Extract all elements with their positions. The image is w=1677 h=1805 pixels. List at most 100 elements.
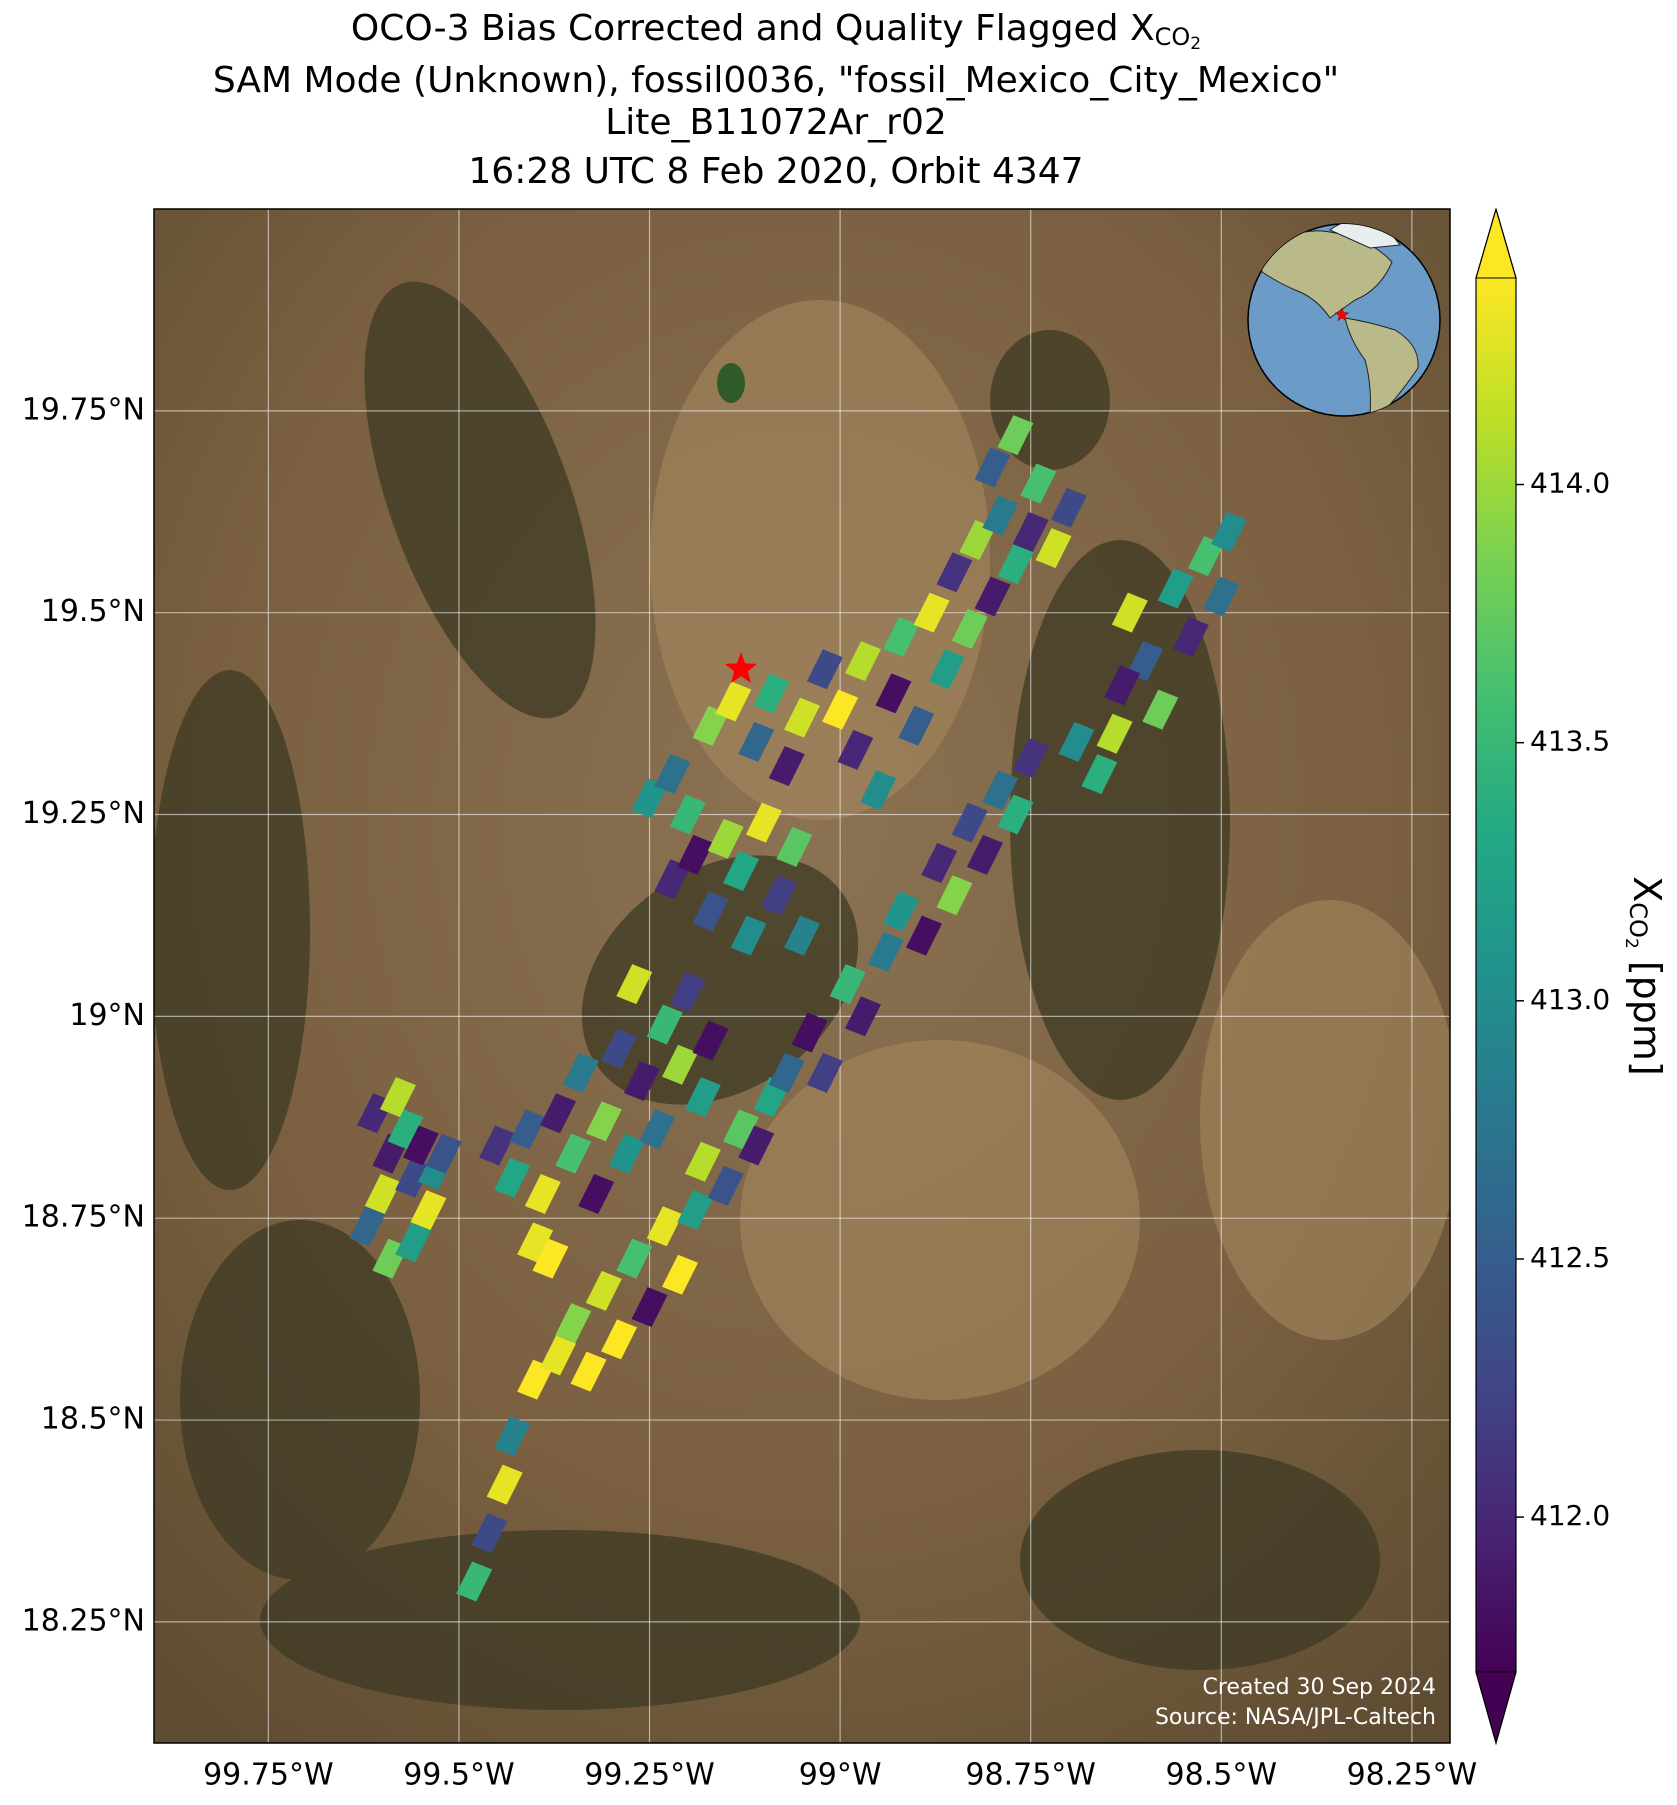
sounding: [1096, 713, 1133, 754]
x-tick-label: 98.75°W: [965, 1758, 1096, 1793]
sounding: [936, 875, 973, 916]
sounding: [402, 1125, 439, 1166]
sounding: [974, 447, 1011, 488]
sounding: [707, 1165, 744, 1206]
sounding: [738, 721, 775, 762]
y-tick-label: 18.25°N: [22, 1603, 145, 1638]
sounding: [715, 681, 752, 722]
sounding: [806, 649, 843, 690]
x-tick-label: 98.5°W: [1166, 1758, 1277, 1793]
sounding: [829, 964, 866, 1005]
sounding: [532, 1238, 569, 1279]
title-line: SAM Mode (Unknown), fossil0036, "fossil_…: [213, 60, 1339, 101]
sounding: [905, 915, 942, 956]
colorbar: 412.0 412.5 413.0 413.5 414.0: [1475, 207, 1610, 1746]
sounding: [822, 689, 859, 730]
x-tick-label: 99.25°W: [584, 1758, 715, 1793]
sounding: [753, 673, 790, 714]
colorbar-tick-label: 412.0: [1530, 1499, 1610, 1532]
sounding: [555, 1133, 592, 1174]
sounding: [486, 1464, 523, 1505]
sounding: [898, 705, 935, 746]
sounding: [707, 818, 744, 859]
sounding: [951, 802, 988, 843]
sounding: [692, 1020, 729, 1061]
sounding: [479, 1125, 516, 1166]
sounding: [974, 576, 1011, 617]
sounding: [654, 754, 691, 795]
sounding: [425, 1133, 462, 1174]
globe-inset: [1247, 223, 1441, 417]
sounding: [883, 891, 920, 932]
sounding: [1012, 738, 1049, 779]
sounding: [883, 616, 920, 657]
title-text: OCO-3 Bias Corrected and Quality Flagged…: [351, 8, 1155, 49]
sounding: [997, 415, 1034, 456]
sounding: [684, 1077, 721, 1118]
sounding: [1127, 641, 1164, 682]
y-tick-label: 19.25°N: [22, 796, 145, 831]
sounding: [730, 915, 767, 956]
sounding: [1210, 511, 1247, 552]
x-tick-label: 99.75°W: [203, 1758, 334, 1793]
credit: Source: NASA/JPL-Caltech: [1155, 1705, 1436, 1730]
globe-land: [1261, 224, 1419, 416]
y-tick-label: 19°N: [69, 998, 145, 1033]
sounding: [540, 1335, 577, 1376]
title-line: Lite_B11072Ar_r02: [605, 102, 947, 143]
sounding: [555, 1303, 592, 1344]
lake: [717, 363, 745, 403]
sounding: [768, 1052, 805, 1093]
colorbar-extend-min: [1475, 1671, 1517, 1745]
sounding: [1111, 592, 1148, 633]
sounding: [959, 520, 996, 561]
sounding: [562, 1052, 599, 1093]
colorbar-tick-label: 413.5: [1530, 725, 1610, 758]
sounding: [997, 794, 1034, 835]
colorbar-label-subscript: CO: [1624, 902, 1652, 938]
title-line: OCO-3 Bias Corrected and Quality Flagged…: [351, 8, 1201, 54]
sounding: [1012, 511, 1049, 552]
sounding: [761, 875, 798, 916]
colorbar-extend-max: [1475, 207, 1517, 279]
sounding: [784, 697, 820, 738]
colorbar-body: [1476, 278, 1516, 1672]
sounding: [784, 915, 820, 956]
sounding: [875, 673, 912, 714]
credit: Created 30 Sep 2024: [1203, 1675, 1437, 1700]
sounding: [608, 1133, 645, 1174]
sounding: [395, 1157, 432, 1198]
sounding: [982, 770, 1019, 811]
sounding: [517, 1222, 554, 1263]
x-tick-label: 98.25°W: [1347, 1758, 1478, 1793]
sounding: [1104, 665, 1141, 706]
sounding: [966, 834, 1003, 875]
sounding: [1203, 576, 1240, 617]
colorbar-tick-label: 413.0: [1530, 983, 1610, 1016]
sounding: [677, 834, 714, 875]
sounding: [669, 972, 706, 1013]
sounding: [1058, 721, 1095, 762]
y-tick-label: 18.75°N: [22, 1200, 145, 1235]
sounding: [662, 1254, 699, 1295]
sounding: [738, 1125, 775, 1166]
colorbar-label: XCO2 [ppm]: [1621, 876, 1670, 1076]
sounding: [364, 1173, 401, 1214]
title-subscript: CO: [1155, 23, 1191, 51]
soundings: [349, 415, 1247, 1602]
y-tick-label: 19.5°N: [41, 594, 145, 629]
sounding: [768, 746, 805, 787]
sounding: [631, 1287, 668, 1328]
sounding: [524, 1173, 561, 1214]
sounding: [860, 770, 897, 811]
sounding: [471, 1513, 508, 1554]
sounding: [1081, 754, 1118, 795]
sounding: [776, 826, 813, 867]
sounding: [1142, 689, 1179, 730]
sounding: [723, 1109, 760, 1150]
basemap: [154, 209, 1450, 1743]
sounding: [410, 1190, 447, 1231]
sounding: [585, 1101, 622, 1142]
x-tick-label: 99.5°W: [403, 1758, 514, 1793]
